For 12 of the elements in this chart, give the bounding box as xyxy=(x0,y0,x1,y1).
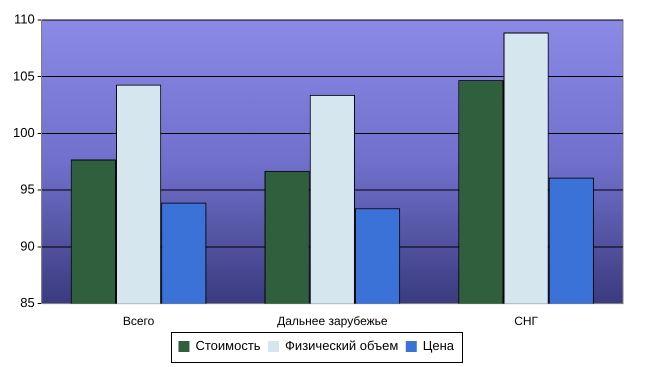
legend-label: Цена xyxy=(422,338,455,354)
y-tick-label: 105 xyxy=(12,68,35,84)
y-tick-label: 100 xyxy=(12,125,35,140)
x-tick-label: Дальнее зарубежье xyxy=(277,314,388,328)
y-tick-label: 110 xyxy=(14,12,35,27)
y-tick-label: 90 xyxy=(20,238,35,254)
legend-label: Физический объем xyxy=(285,338,398,354)
x-tick-label: СНГ xyxy=(514,314,539,328)
x-tick-label: Всего xyxy=(122,314,155,328)
legend-label: Стоимость xyxy=(195,338,261,354)
y-tick-label: 85 xyxy=(20,295,35,310)
y-tick-label: 95 xyxy=(20,182,35,197)
